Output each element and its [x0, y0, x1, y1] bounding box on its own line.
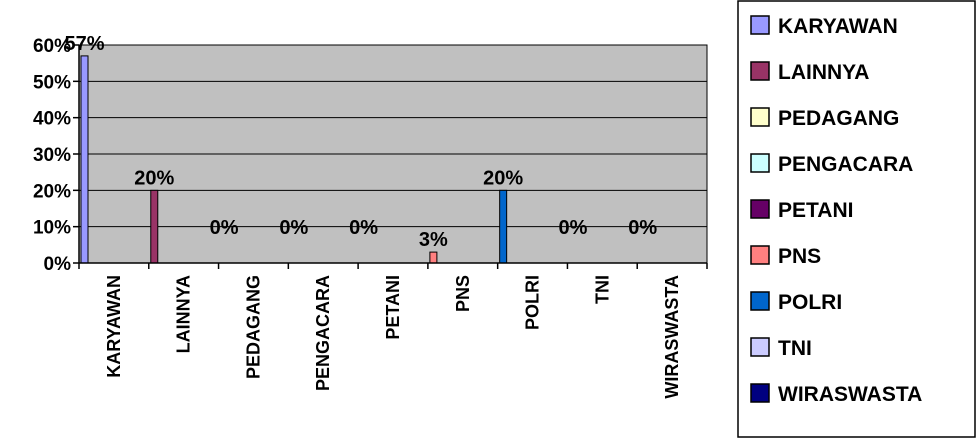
y-tick-label: 40%	[33, 109, 71, 130]
category-label-petani: PETANI	[383, 275, 403, 340]
legend: KARYAWAN LAINNYA PEDAGANG PENGACARA PETANI PN…	[737, 0, 976, 438]
legend-swatch-polri	[750, 291, 770, 311]
data-labels: 57% 20% 0% 0% 0% 3% 20% 0% 0%	[64, 33, 657, 251]
legend-label-lainnya: LAINNYA	[778, 61, 869, 84]
legend-swatch-pns	[750, 245, 770, 265]
legend-label-wiraswasta: WIRASWASTA	[778, 383, 922, 406]
category-label-pedagang: PEDAGANG	[243, 275, 263, 379]
category-label-tni: TNI	[592, 275, 612, 304]
legend-label-pedagang: PEDAGANG	[778, 107, 899, 130]
legend-swatch-karyawan	[750, 15, 770, 35]
bar-karyawan	[80, 55, 89, 264]
category-label-wiraswasta: WIRASWASTA	[662, 275, 682, 399]
legend-label-tni: TNI	[778, 337, 812, 360]
data-label-pedagang: 0%	[210, 217, 239, 239]
category-label-lainnya: LAINNYA	[174, 275, 194, 353]
y-tick-label: 50%	[33, 72, 71, 93]
category-label-pns: PNS	[453, 275, 473, 312]
legend-swatch-lainnya	[750, 61, 770, 81]
x-axis-ticks	[78, 263, 708, 269]
y-tick-label: 30%	[33, 145, 71, 166]
y-axis-ticks: 0% 10% 20% 30% 40% 50% 60%	[33, 36, 79, 275]
legend-label-polri: POLRI	[778, 291, 842, 314]
category-label-karyawan: KARYAWAN	[104, 275, 124, 378]
data-label-karyawan: 57%	[64, 33, 104, 55]
legend-box	[737, 0, 976, 438]
legend-swatch-pengacara	[750, 153, 770, 173]
bar-polri	[499, 189, 508, 264]
legend-label-petani: PETANI	[778, 199, 853, 222]
data-label-pns: 3%	[419, 229, 448, 251]
legend-label-pns: PNS	[778, 245, 821, 268]
data-label-wiraswasta: 0%	[628, 217, 657, 239]
data-label-pengacara: 0%	[279, 217, 308, 239]
legend-swatch-petani	[750, 199, 770, 219]
gridlines	[79, 80, 707, 228]
data-label-petani: 0%	[349, 217, 378, 239]
bar-lainnya	[150, 189, 159, 264]
y-tick-label: 0%	[44, 254, 72, 275]
legend-label-pengacara: PENGACARA	[778, 153, 913, 176]
legend-swatch-wiraswasta	[750, 383, 770, 403]
category-labels: KARYAWAN LAINNYA PEDAGANG PENGACARA PETANI PN…	[104, 275, 682, 399]
y-tick-label: 10%	[33, 218, 71, 239]
data-label-tni: 0%	[558, 217, 587, 239]
legend-swatch-tni	[750, 337, 770, 357]
bar-pns	[429, 251, 438, 264]
y-tick-label: 20%	[33, 181, 71, 202]
data-label-polri: 20%	[483, 167, 523, 189]
legend-swatch-pedagang	[750, 107, 770, 127]
category-label-pengacara: PENGACARA	[313, 275, 333, 391]
category-label-polri: POLRI	[523, 275, 543, 330]
legend-label-karyawan: KARYAWAN	[778, 15, 898, 38]
data-label-lainnya: 20%	[134, 167, 174, 189]
y-tick-label: 60%	[33, 36, 71, 57]
